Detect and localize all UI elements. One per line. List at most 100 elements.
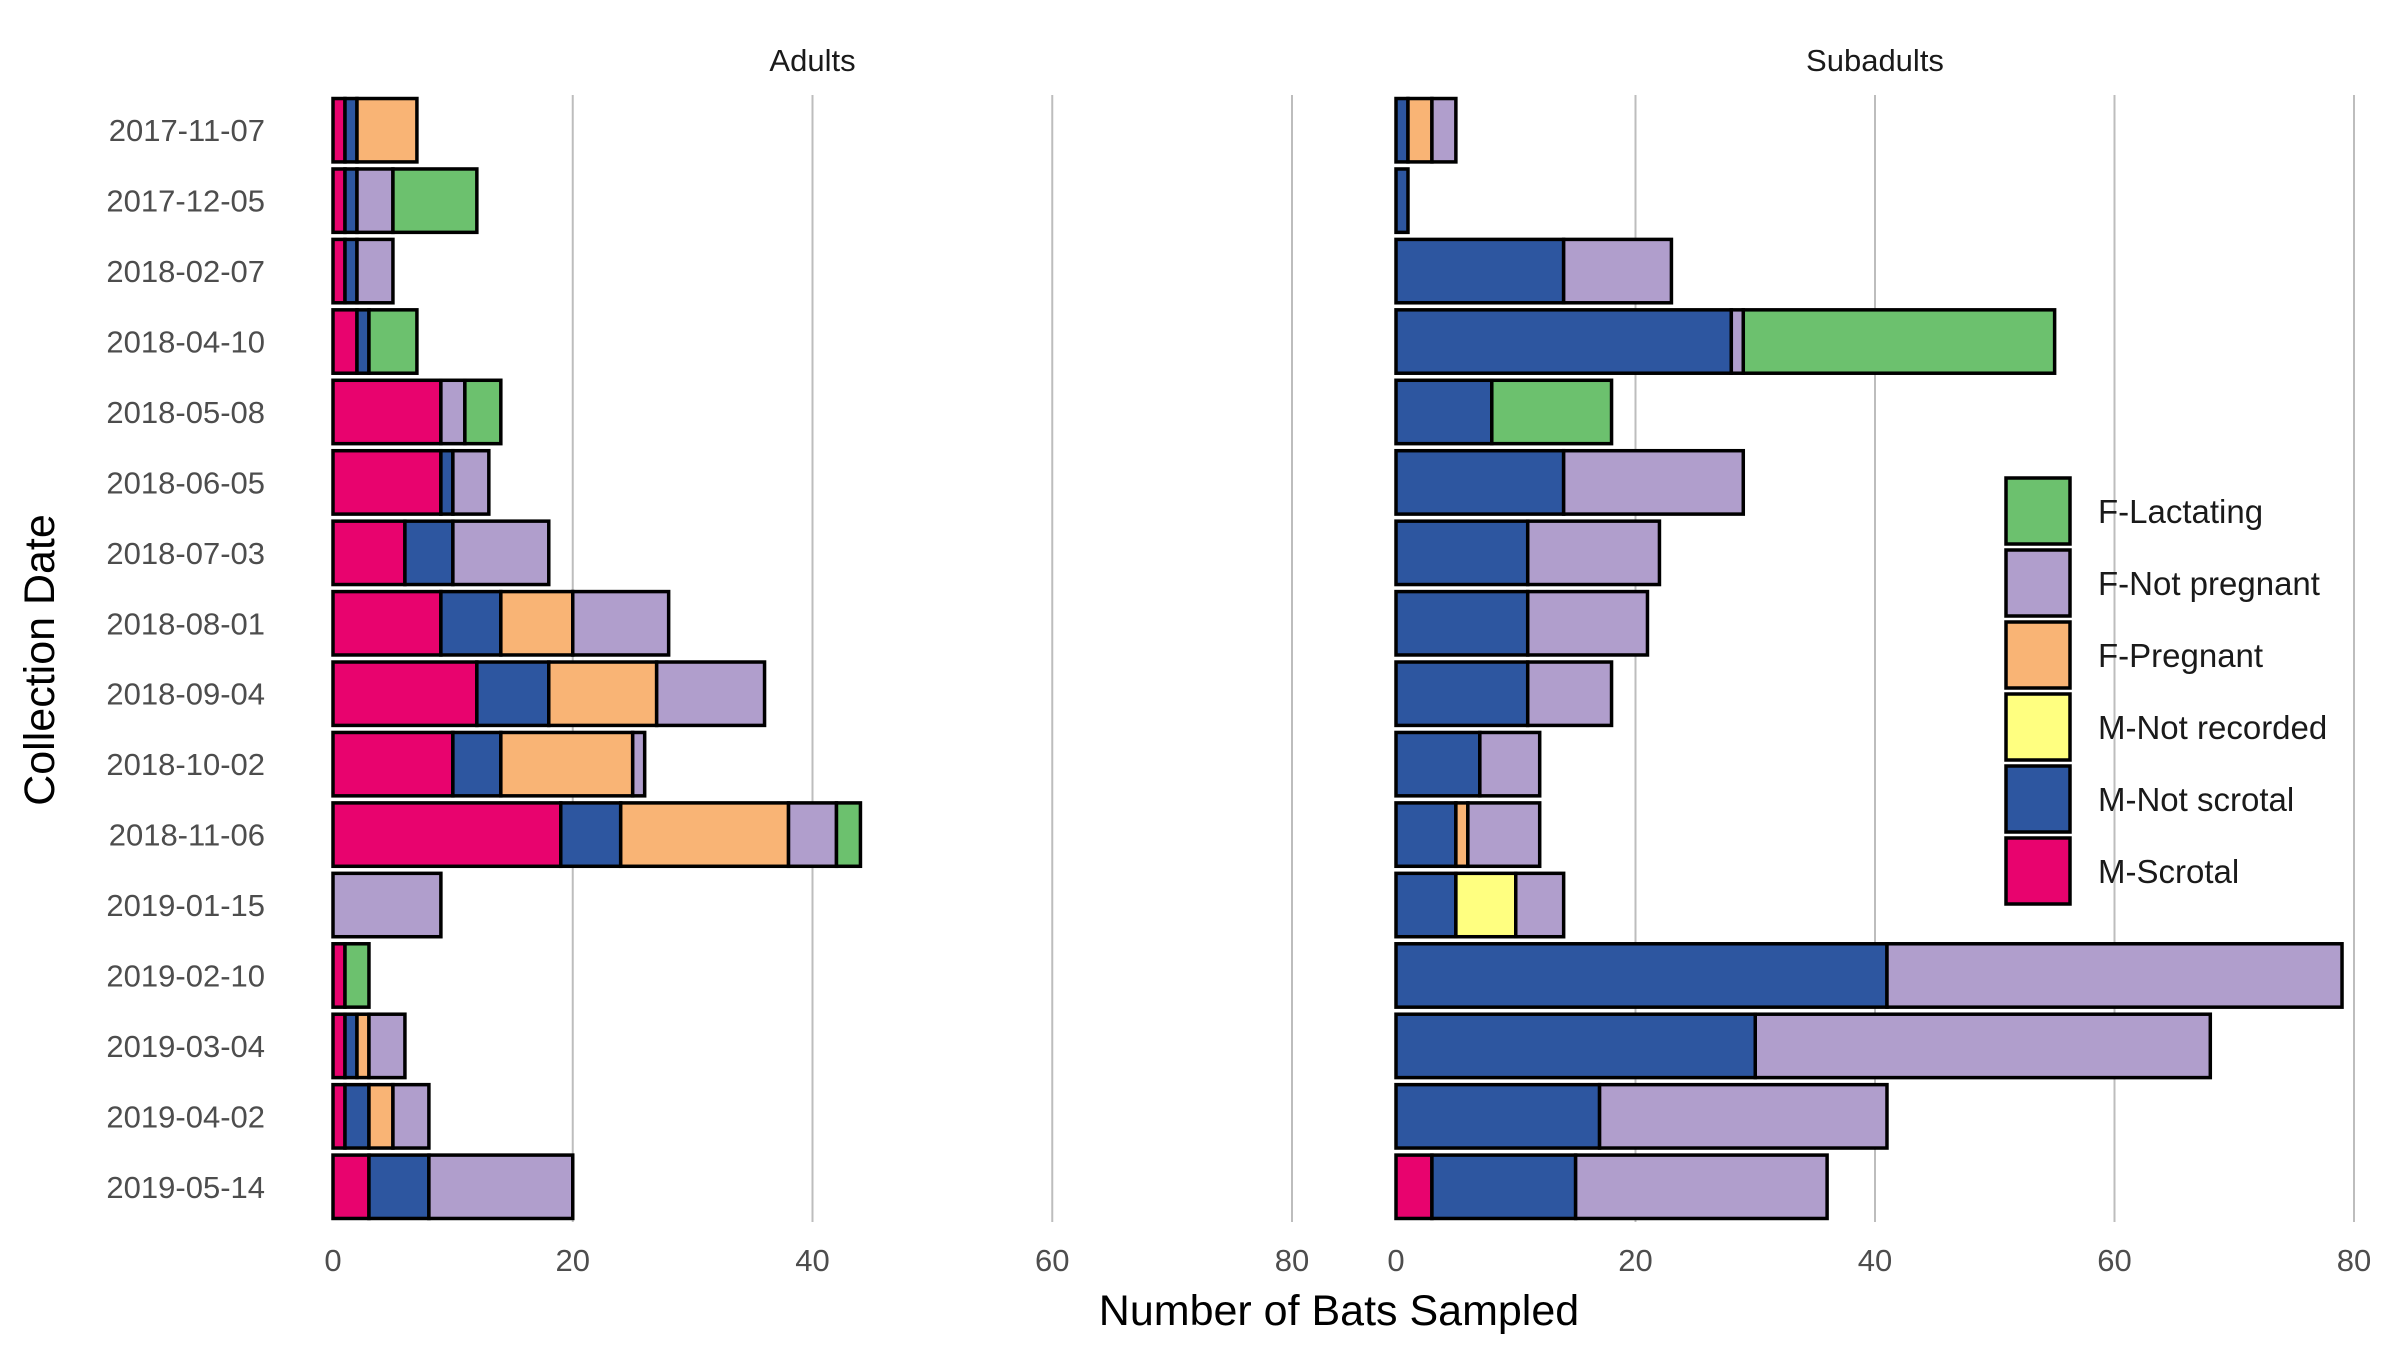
y-tick-label-2019-05-14: 2019-05-14 xyxy=(106,1170,265,1205)
bar-subadults-2018-09-04-f-not-pregnant xyxy=(1525,660,1614,728)
bar-adults-2018-11-06-m-scrotal xyxy=(331,801,563,869)
bar-adults-2018-06-05-m-not-scrotal xyxy=(439,448,455,516)
bar-subadults-2018-10-02-f-not-pregnant xyxy=(1478,730,1542,798)
bar-adults-2018-07-03-f-not-pregnant xyxy=(451,519,551,587)
y-tick-label-2018-10-02: 2018-10-02 xyxy=(106,747,265,782)
bar-adults-2018-05-08-m-scrotal xyxy=(331,378,443,446)
bar-subadults-2019-05-14-f-not-pregnant xyxy=(1573,1153,1829,1221)
legend: F-Lactating F-Not pregnant F-Pregnant M-Not… xyxy=(2004,476,2327,906)
legend-swatch-f-pregnant xyxy=(2004,620,2072,690)
bar-adults-2019-05-14-m-not-scrotal xyxy=(367,1153,431,1221)
y-tick-label-2018-07-03: 2018-07-03 xyxy=(106,536,265,571)
bar-adults-2018-09-04-f-pregnant xyxy=(547,660,659,728)
bar-layer xyxy=(331,96,2344,1221)
bar-subadults-2019-01-15-m-not-scrotal xyxy=(1394,871,1458,939)
bar-subadults-2018-05-08-m-not-scrotal xyxy=(1394,378,1494,446)
bar-subadults-2019-02-10-f-not-pregnant xyxy=(1885,942,2344,1009)
legend-label-m-not-recorded: M-Not recorded xyxy=(2098,709,2327,746)
bar-adults-2018-06-05-m-scrotal xyxy=(331,448,443,516)
label-layer: 2017-11-07 2017-12-05 2018-02-07 2018-04-10… xyxy=(106,43,2371,1278)
bar-adults-2018-04-10-m-not-scrotal xyxy=(355,308,371,375)
bar-subadults-2019-02-10-m-not-scrotal xyxy=(1394,942,1889,1009)
bar-subadults-2018-06-05-m-not-scrotal xyxy=(1394,448,1566,516)
bar-adults-2019-03-04-f-pregnant xyxy=(355,1012,371,1080)
bar-subadults-2017-11-07-f-not-pregnant xyxy=(1430,96,1458,164)
bar-subadults-2018-10-02-m-not-scrotal xyxy=(1394,730,1482,798)
x-tick-label-subadults-20: 20 xyxy=(1618,1243,1652,1278)
bar-subadults-2017-11-07-m-not-scrotal xyxy=(1394,96,1410,164)
bar-adults-2019-04-02-f-not-pregnant xyxy=(391,1082,431,1150)
bar-adults-2018-04-10-f-lactating xyxy=(367,308,419,375)
bar-adults-2018-11-06-f-pregnant xyxy=(618,801,791,869)
x-tick-label-subadults-0: 0 xyxy=(1387,1243,1404,1278)
bar-subadults-2019-03-04-m-not-scrotal xyxy=(1394,1012,1757,1080)
y-tick-label-2018-11-06: 2018-11-06 xyxy=(109,818,265,853)
bar-adults-2018-08-01-m-scrotal xyxy=(331,589,443,657)
bar-adults-2018-11-06-m-not-scrotal xyxy=(559,801,623,869)
x-tick-label-adults-0: 0 xyxy=(324,1243,341,1278)
bar-adults-2018-08-01-m-not-scrotal xyxy=(439,589,503,657)
y-tick-label-2019-04-02: 2019-04-02 xyxy=(106,1099,265,1134)
bar-adults-2017-11-07-f-pregnant xyxy=(355,96,419,164)
legend-swatch-m-scrotal xyxy=(2004,836,2072,906)
bar-subadults-2019-01-15-m-not-recorded xyxy=(1454,871,1518,939)
bar-adults-2018-08-01-f-pregnant xyxy=(499,589,575,657)
bar-subadults-2018-02-07-m-not-scrotal xyxy=(1394,237,1566,305)
bar-adults-2018-09-04-m-scrotal xyxy=(331,660,479,728)
y-tick-label-2018-04-10: 2018-04-10 xyxy=(106,325,265,360)
y-tick-label-2019-01-15: 2019-01-15 xyxy=(106,888,265,923)
bar-subadults-2017-12-05-m-not-scrotal xyxy=(1394,167,1410,235)
bar-subadults-2018-08-01-f-not-pregnant xyxy=(1525,589,1650,657)
bar-adults-2019-03-04-m-not-scrotal xyxy=(343,1012,359,1080)
legend-label-m-scrotal: M-Scrotal xyxy=(2098,853,2239,890)
bar-adults-2017-12-05-m-scrotal xyxy=(331,167,347,235)
bar-adults-2018-10-02-f-pregnant xyxy=(499,730,635,798)
bar-subadults-2019-04-02-m-not-scrotal xyxy=(1394,1082,1602,1150)
panel-title-subadults: Subadults xyxy=(1806,43,1944,78)
y-tick-label-2018-08-01: 2018-08-01 xyxy=(106,606,265,641)
bar-adults-2017-11-07-m-scrotal xyxy=(331,96,347,164)
bar-subadults-2018-07-03-m-not-scrotal xyxy=(1394,519,1530,587)
bar-subadults-2018-04-10-f-not-pregnant xyxy=(1729,308,1746,375)
y-tick-label-2018-09-04: 2018-09-04 xyxy=(106,677,265,712)
bar-subadults-2018-02-07-f-not-pregnant xyxy=(1561,237,1674,305)
bar-subadults-2019-05-14-m-scrotal xyxy=(1394,1153,1434,1221)
y-axis-title: Collection Date xyxy=(16,514,64,806)
y-tick-label-2019-03-04: 2019-03-04 xyxy=(106,1029,265,1064)
x-axis-title: Number of Bats Sampled xyxy=(1099,1287,1579,1335)
bar-adults-2019-01-15-f-not-pregnant xyxy=(331,871,443,939)
bar-adults-2019-04-02-m-not-scrotal xyxy=(343,1082,371,1150)
legend-swatch-f-lactating xyxy=(2004,476,2072,546)
bar-adults-2017-11-07-m-not-scrotal xyxy=(343,96,359,164)
bar-adults-2018-09-04-m-not-scrotal xyxy=(475,660,551,728)
bar-subadults-2018-09-04-m-not-scrotal xyxy=(1394,660,1530,728)
bar-adults-2018-02-07-m-scrotal xyxy=(331,237,347,305)
bar-subadults-2018-06-05-f-not-pregnant xyxy=(1561,448,1746,516)
bar-subadults-2018-04-10-m-not-scrotal xyxy=(1394,308,1734,375)
bar-adults-2017-12-05-f-not-pregnant xyxy=(355,167,395,235)
bar-adults-2018-10-02-m-scrotal xyxy=(331,730,455,798)
bar-adults-2018-10-02-m-not-scrotal xyxy=(451,730,503,798)
bar-adults-2019-03-04-f-not-pregnant xyxy=(367,1012,407,1080)
bar-subadults-2018-11-06-m-not-scrotal xyxy=(1394,801,1458,869)
y-tick-label-2017-11-07: 2017-11-07 xyxy=(109,113,265,148)
bar-adults-2018-07-03-m-not-scrotal xyxy=(403,519,455,587)
bar-adults-2018-08-01-f-not-pregnant xyxy=(571,589,671,657)
bar-subadults-2019-05-14-m-not-scrotal xyxy=(1430,1153,1578,1221)
panel-title-adults: Adults xyxy=(769,43,855,78)
legend-swatch-m-not-scrotal xyxy=(2004,764,2072,834)
bar-adults-2018-07-03-m-scrotal xyxy=(331,519,407,587)
x-tick-label-adults-80: 80 xyxy=(1275,1243,1309,1278)
bar-adults-2018-05-08-f-lactating xyxy=(463,378,503,446)
bar-adults-2018-11-06-f-lactating xyxy=(834,801,863,869)
bar-subadults-2018-04-10-f-lactating xyxy=(1741,308,2057,375)
bar-adults-2019-05-14-m-scrotal xyxy=(331,1153,371,1221)
x-tick-label-adults-40: 40 xyxy=(795,1243,829,1278)
x-tick-label-subadults-80: 80 xyxy=(2337,1243,2371,1278)
bar-subadults-2019-04-02-f-not-pregnant xyxy=(1597,1082,1889,1150)
bar-adults-2018-04-10-m-scrotal xyxy=(331,308,359,375)
bar-adults-2018-09-04-f-not-pregnant xyxy=(654,660,767,728)
bar-subadults-2019-01-15-f-not-pregnant xyxy=(1514,871,1566,939)
bar-adults-2018-02-07-f-not-pregnant xyxy=(355,237,395,305)
